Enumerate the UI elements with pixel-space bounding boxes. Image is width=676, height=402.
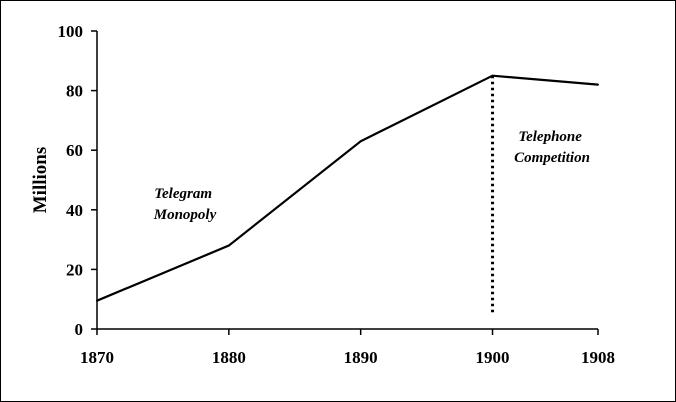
annotation-telephone-line-2: Competition	[514, 150, 590, 166]
annotation-telephone-line-1: Telephone	[518, 129, 582, 145]
annotation-telephone-competition: Telephone Competition	[514, 129, 590, 166]
annotation-telegram-monopoly: Telegram Monopoly	[153, 186, 217, 223]
y-tick-label: 80	[66, 82, 83, 101]
x-tick-label: 1900	[476, 348, 510, 367]
y-tick-label: 20	[66, 260, 83, 279]
data-point	[96, 299, 98, 302]
x-tick-label: 1908	[581, 348, 615, 367]
y-axis-title: Millions	[30, 147, 51, 214]
annotation-telegram-line-1: Telegram	[154, 186, 212, 202]
y-axis-ticks: 0 20 40 60 80 100	[58, 22, 97, 339]
data-point	[597, 83, 599, 86]
annotation-telegram-line-2: Monopoly	[153, 207, 217, 223]
y-tick-label: 40	[66, 201, 83, 220]
y-tick-label: 100	[58, 22, 84, 41]
data-point	[491, 74, 494, 77]
y-tick-label: 0	[75, 320, 84, 339]
x-tick-label: 1880	[212, 348, 246, 367]
y-tick-label: 60	[66, 141, 83, 160]
data-point	[227, 244, 230, 247]
data-point	[359, 140, 362, 143]
x-tick-label: 1890	[344, 348, 378, 367]
series-group	[96, 74, 599, 302]
x-tick-label: 1870	[80, 348, 114, 367]
x-axis-ticks: 1870 1880 1890 1900 1908	[80, 329, 615, 367]
